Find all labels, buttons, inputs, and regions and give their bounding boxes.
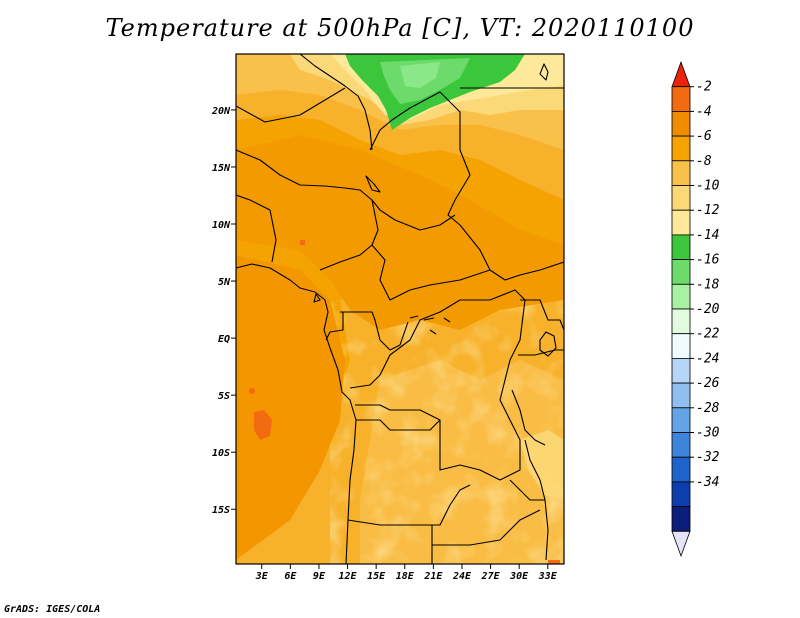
- colorbar-swatch: [671, 308, 691, 335]
- colorbar-swatch: [671, 481, 691, 507]
- colorbar-swatch: [671, 357, 691, 384]
- colorbar-label: -20: [696, 302, 720, 317]
- chart-title: Temperature at 500hPa [C], VT: 202011010…: [105, 14, 695, 42]
- lake-chad: [365, 175, 381, 193]
- x-tick-label: 6E: [284, 571, 297, 582]
- field-warm-patch-1: [254, 410, 272, 440]
- field-warm-patch-3: [300, 240, 305, 245]
- border-niger-north: [299, 54, 373, 151]
- colorbar-label: -12: [696, 203, 720, 218]
- field-atlantic: [236, 255, 345, 560]
- border-mali-algeria: [236, 87, 346, 123]
- colorbar-swatch: [671, 407, 691, 433]
- border-chad-sudan: [369, 91, 564, 281]
- colorbar-swatch: [671, 333, 691, 359]
- colorbar-label: -26: [696, 376, 720, 391]
- border-car-south: [371, 244, 491, 301]
- colorbar-label: -6: [696, 129, 712, 144]
- lake-victoria: [539, 331, 557, 357]
- border-tanzania-north: [518, 349, 564, 356]
- y-tick-label: 5S: [218, 391, 230, 402]
- colorbar-label: -2: [696, 80, 712, 95]
- colorbar-label: -24: [696, 351, 719, 366]
- colorbar-top-arrow: [671, 60, 691, 88]
- x-tick-label: 18E: [396, 571, 415, 582]
- x-tick-label: 12E: [339, 571, 358, 582]
- plot-frame: [235, 53, 565, 565]
- river-congo: [409, 315, 451, 335]
- temperature-field: [236, 54, 564, 564]
- y-tick-label: EQ: [218, 334, 230, 345]
- colorbar-label: -16: [696, 253, 720, 268]
- y-tick-label: 10S: [212, 448, 230, 459]
- border-zambia-east: [509, 479, 545, 501]
- colorbar-swatch: [671, 259, 691, 285]
- x-tick-label: 30E: [509, 571, 529, 582]
- colorbar-label: -8: [696, 154, 712, 169]
- colorbar-swatch: [671, 456, 691, 483]
- border-nigeria-north: [236, 149, 379, 271]
- colorbar-label: -18: [696, 277, 720, 292]
- border-angola-north: [356, 419, 441, 431]
- x-tick-label: 33E: [538, 571, 558, 582]
- colorbar-label: -10: [696, 179, 720, 194]
- colorbar-label: -30: [696, 426, 720, 441]
- x-tick-label: 3E: [255, 571, 269, 582]
- x-tick-label: 24E: [452, 571, 472, 582]
- colorbar-label: -4: [696, 104, 712, 119]
- field-warm-patch-2: [249, 388, 255, 394]
- border-benin: [236, 194, 277, 263]
- border-southern: [432, 509, 541, 546]
- border-angola-south: [347, 484, 471, 526]
- colorbar-label: -28: [696, 401, 720, 416]
- colorbar-swatch: [671, 160, 691, 186]
- x-tick-label: 15E: [367, 571, 386, 582]
- colorbar-swatch: [671, 283, 691, 310]
- field-warm-patch-4: [548, 560, 560, 564]
- border-mozambique: [524, 439, 549, 561]
- credit-label: GrADS: IGES/COLA: [4, 604, 101, 615]
- colorbar-swatch: [671, 432, 691, 458]
- field-central-band: [236, 135, 564, 330]
- x-tick-label: 9E: [313, 571, 326, 582]
- y-tick-label: 20N: [211, 106, 231, 117]
- x-tick-label: 21E: [423, 571, 443, 582]
- island-bioko: [313, 293, 321, 303]
- colorbar-swatch: [671, 234, 691, 260]
- map-boundaries: [236, 54, 564, 564]
- border-eq-guinea: [325, 312, 344, 341]
- y-tick-label: 15S: [212, 505, 230, 516]
- colorbar: -2 -4 -6 -8 -10 -12 -14 -16 -18 -20 -22 -24 -26 -28 -3…: [671, 60, 720, 558]
- colorbar-swatch: [671, 382, 691, 409]
- colorbar-swatch: [671, 185, 691, 211]
- y-tick-label: 15N: [212, 163, 231, 174]
- border-car-north: [371, 199, 456, 231]
- island-ne: [539, 63, 549, 81]
- border-uganda: [520, 299, 564, 331]
- colorbar-label: -34: [696, 475, 719, 490]
- border-congo-gabon: [340, 311, 409, 351]
- x-tick-label: 27E: [481, 571, 501, 582]
- x-axis: 3E 6E 9E 12E 15E 18E 21E 24E 27E 30E 33E: [255, 564, 558, 582]
- y-tick-label: 10N: [212, 220, 231, 231]
- colorbar-label: -14: [696, 228, 719, 243]
- colorbar-swatch: [671, 209, 691, 236]
- field-cold-green-light: [400, 62, 440, 88]
- field-se-pale: [520, 430, 564, 500]
- colorbar-swatch: [671, 86, 691, 112]
- y-axis: 20N 15N 10N 5N EQ 5S 10S 15S: [211, 106, 236, 516]
- y-tick-label: 5N: [218, 277, 231, 288]
- colorbar-swatch: [671, 506, 691, 532]
- colorbar-label: -22: [696, 327, 720, 342]
- colorbar-label: -32: [696, 450, 720, 465]
- border-drc: [349, 289, 526, 481]
- colorbar-bottom-arrow: [671, 530, 691, 558]
- colorbar-swatch: [671, 135, 691, 162]
- colorbar-swatch: [671, 111, 691, 137]
- lake-tanganyika: [511, 389, 546, 446]
